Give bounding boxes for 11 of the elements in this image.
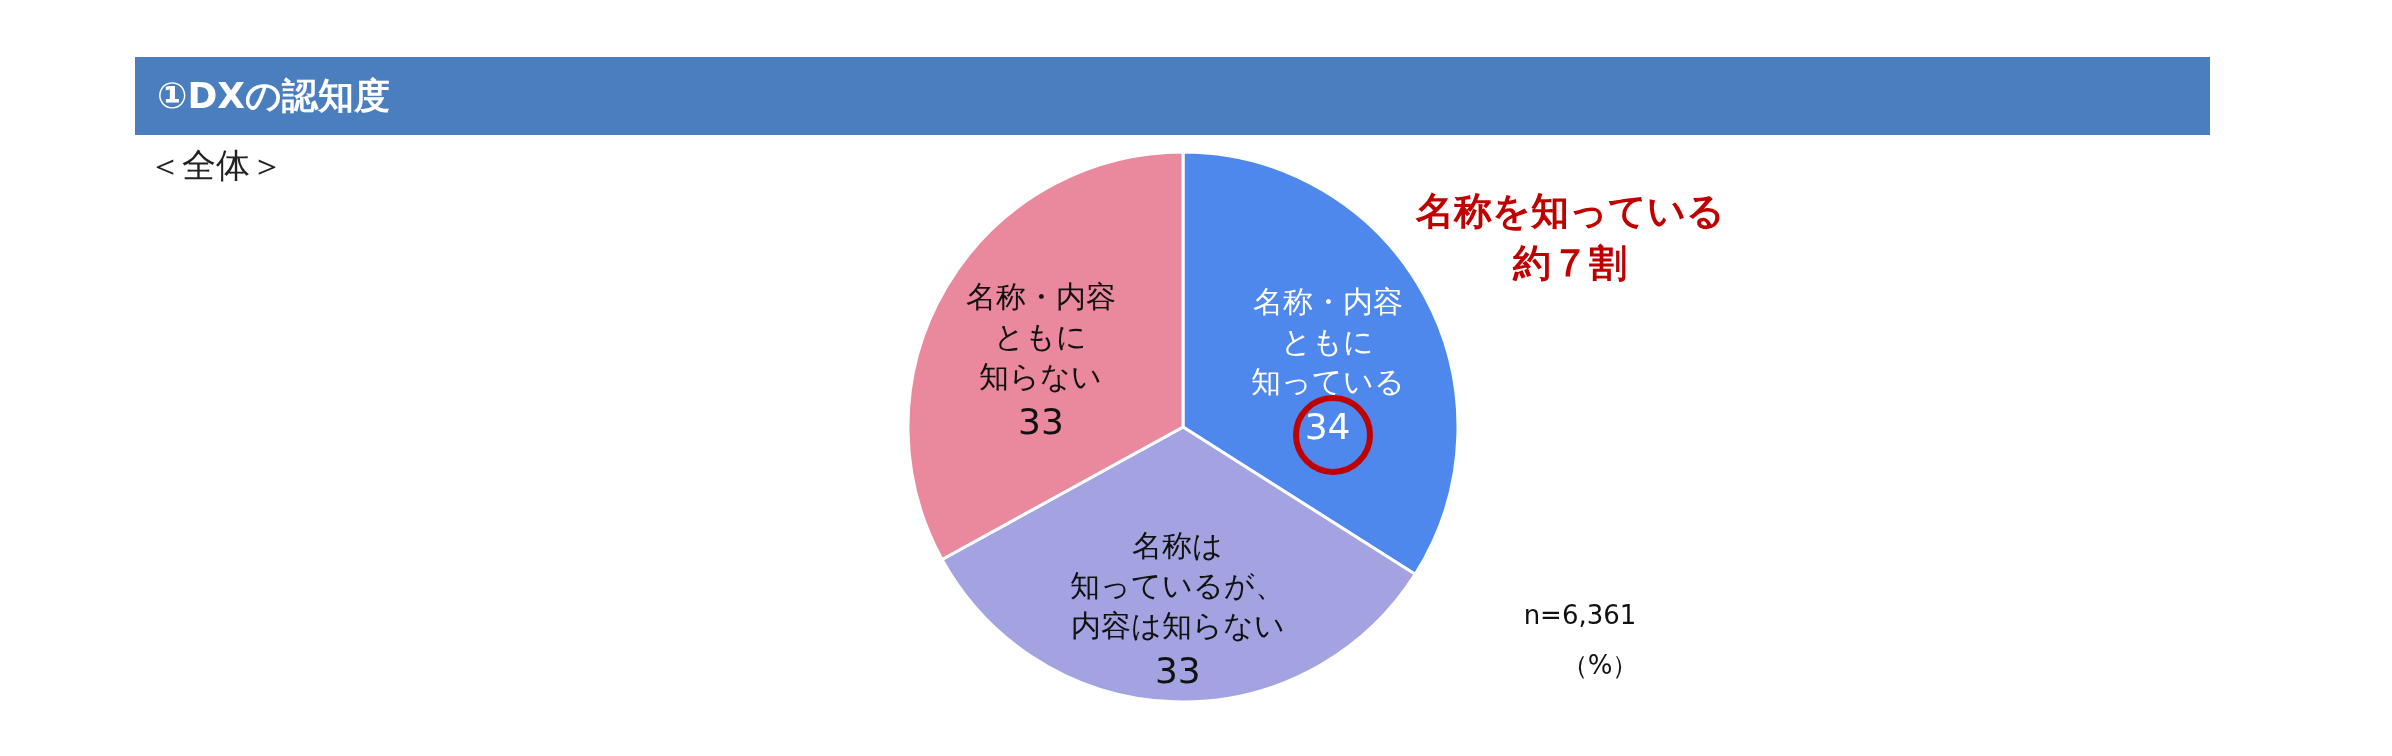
slice-label: 名称・内容ともに知っている <box>1250 283 1405 399</box>
slice-label: 名称は知っているが、内容は知らない <box>1070 527 1286 643</box>
data-label: 33 <box>1018 401 1064 443</box>
text: n=6,361 <box>1522 600 1638 630</box>
data-label: 33 <box>1154 649 1201 691</box>
text: ＜全体＞ <box>148 144 284 187</box>
text: （%） <box>1560 649 1640 682</box>
data-label: 34 <box>1304 405 1351 447</box>
slice-label: 名称・内容ともに知らない <box>965 279 1116 395</box>
text: 名称を知っている約７割 <box>1415 189 1725 285</box>
text: ①DXの認知度 <box>135 57 2210 135</box>
